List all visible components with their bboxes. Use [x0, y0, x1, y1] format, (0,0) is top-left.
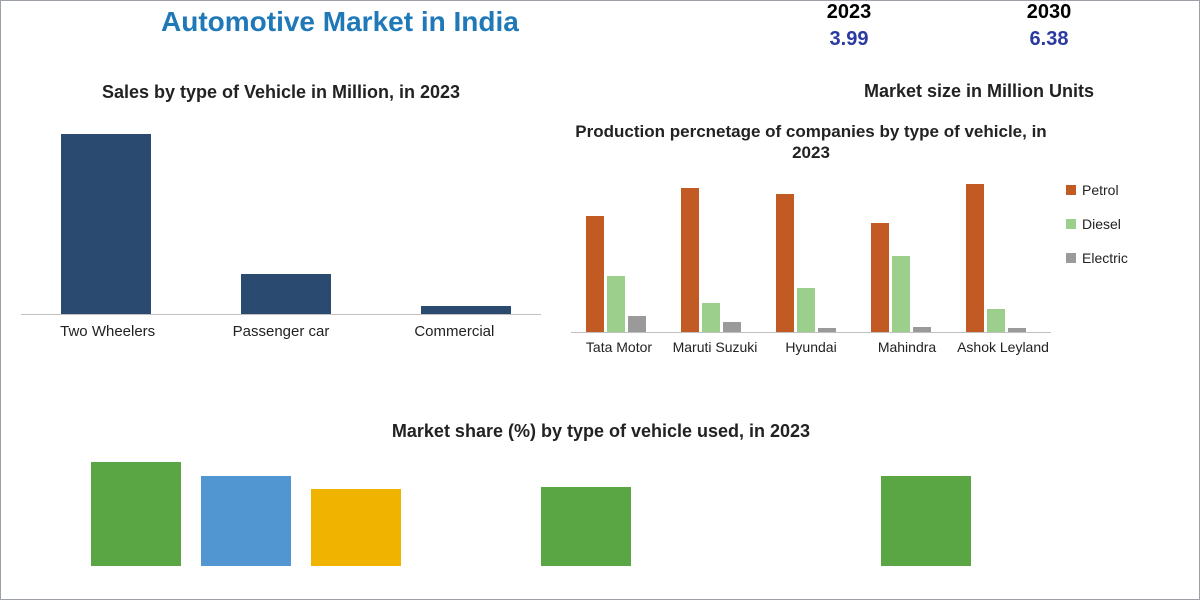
stat-value: 6.38 [1027, 28, 1072, 51]
legend-label: Petrol [1082, 182, 1119, 198]
legend-item: Diesel [1066, 216, 1128, 232]
production-group [871, 223, 941, 332]
sales-chart: Sales by type of Vehicle in Million, in … [21, 81, 541, 391]
production-bar [702, 303, 720, 332]
sales-category-label: Passenger car [194, 323, 367, 340]
production-bar [586, 216, 604, 331]
production-chart-title: Production percnetage of companies by ty… [571, 121, 1051, 164]
production-chart: Production percnetage of companies by ty… [571, 121, 1191, 401]
market-share-bar [311, 489, 401, 566]
stat-2023: 2023 3.99 [827, 1, 872, 51]
production-chart-legend: Petrol Diesel Electric [1066, 182, 1128, 284]
production-bar [966, 184, 984, 331]
legend-item: Petrol [1066, 182, 1128, 198]
market-share-bar [201, 476, 291, 566]
production-bar [776, 194, 794, 332]
market-share-bar [541, 487, 631, 566]
sales-chart-labels: Two WheelersPassenger carCommercial [21, 323, 541, 340]
market-share-plot [81, 456, 1121, 566]
production-chart-plot [571, 172, 1051, 333]
production-bar [628, 316, 646, 332]
market-size-label: Market size in Million Units [809, 81, 1149, 102]
market-share-title: Market share (%) by type of vehicle used… [81, 421, 1121, 442]
stat-year: 2023 [827, 1, 872, 24]
production-category-label: Tata Motor [571, 339, 667, 356]
market-share-bar [91, 462, 181, 567]
sales-bar [61, 134, 151, 314]
main-title: Automotive Market in India [161, 6, 519, 38]
production-bar [871, 223, 889, 332]
production-bar [723, 322, 741, 332]
sales-chart-title: Sales by type of Vehicle in Million, in … [21, 81, 541, 104]
production-bar [892, 256, 910, 331]
legend-item: Electric [1066, 250, 1128, 266]
production-category-label: Maruti Suzuki [667, 339, 763, 356]
market-size-stats: 2023 3.99 2030 6.38 [749, 1, 1149, 51]
production-category-label: Mahindra [859, 339, 955, 356]
production-category-label: Hyundai [763, 339, 859, 356]
stat-2030: 2030 6.38 [1027, 1, 1072, 51]
legend-label: Diesel [1082, 216, 1121, 232]
sales-chart-plot [21, 114, 541, 315]
sales-bar [241, 274, 331, 314]
sales-category-label: Two Wheelers [21, 323, 194, 340]
production-bar [681, 188, 699, 332]
production-bar [913, 327, 931, 332]
production-bar [1008, 328, 1026, 331]
production-bar [818, 328, 836, 331]
stat-value: 3.99 [827, 28, 872, 51]
legend-label: Electric [1082, 250, 1128, 266]
stat-year: 2030 [1027, 1, 1072, 24]
production-group [966, 184, 1036, 331]
production-bar [607, 276, 625, 332]
production-group [586, 216, 656, 331]
market-share-bar [881, 476, 971, 566]
legend-swatch [1066, 185, 1076, 195]
sales-bar [421, 306, 511, 314]
production-chart-labels: Tata MotorMaruti SuzukiHyundaiMahindraAs… [571, 339, 1051, 356]
legend-swatch [1066, 219, 1076, 229]
infographic-page: Automotive Market in India 2023 3.99 203… [0, 0, 1200, 600]
production-group [776, 194, 846, 332]
production-bar [797, 288, 815, 331]
production-bar [987, 309, 1005, 331]
production-category-label: Ashok Leyland [955, 339, 1051, 356]
production-group [681, 188, 751, 332]
sales-category-label: Commercial [368, 323, 541, 340]
market-share-chart: Market share (%) by type of vehicle used… [81, 421, 1121, 566]
legend-swatch [1066, 253, 1076, 263]
